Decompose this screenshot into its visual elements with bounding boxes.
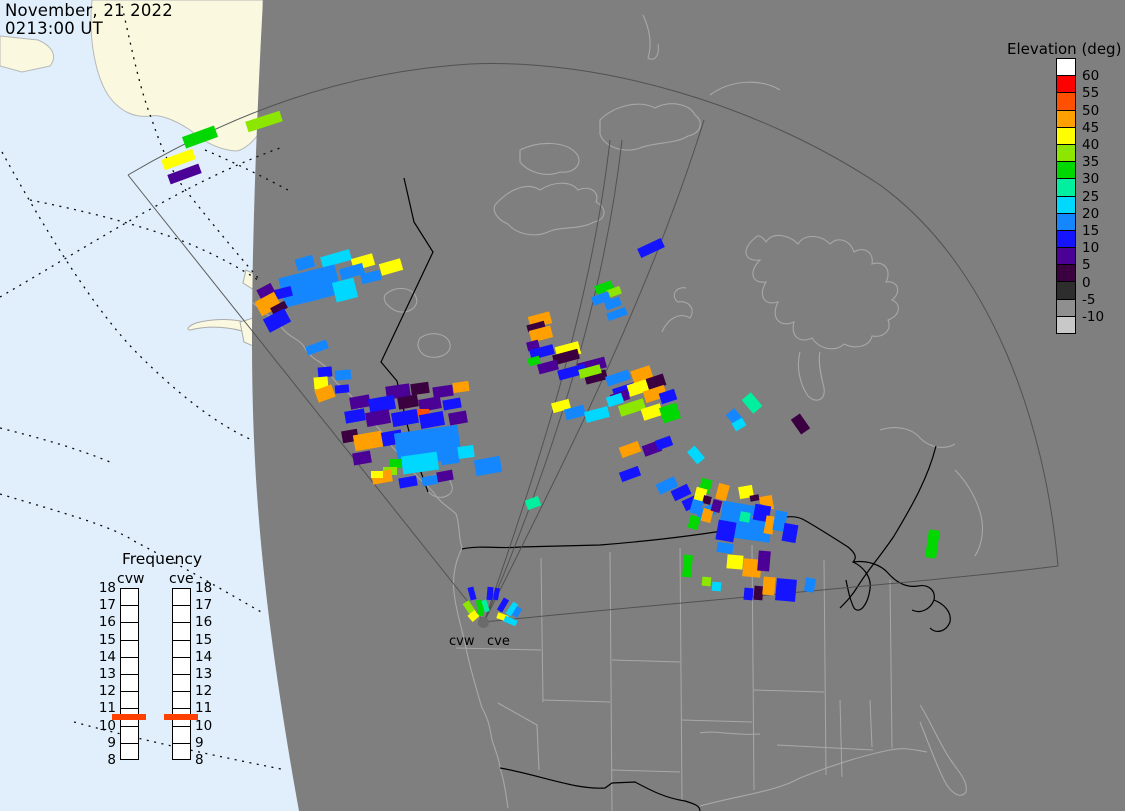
elevation-swatch	[1056, 298, 1076, 317]
elevation-tick-label: -10	[1082, 309, 1105, 325]
frequency-panel-title: Frequency	[121, 550, 203, 568]
elevation-swatch	[1056, 75, 1076, 94]
frequency-scale-cell	[121, 589, 138, 607]
elevation-tick-label: 0	[1082, 274, 1091, 291]
time-text: 0213:00 UT	[5, 19, 103, 38]
elevation-colorbar	[1056, 58, 1076, 334]
date-text: November, 21 2022	[5, 1, 173, 20]
elevation-tick-label: 30	[1082, 171, 1100, 188]
elevation-swatch	[1056, 126, 1076, 145]
frequency-tick-label: 18	[195, 580, 213, 596]
frequency-scale-cell	[173, 589, 190, 607]
elevation-tick-label: 35	[1082, 154, 1100, 171]
frequency-scale-cell	[121, 641, 138, 658]
elevation-swatch	[1056, 212, 1076, 231]
frequency-scale-cell	[173, 727, 190, 744]
frequency-tick-label: 15	[195, 631, 213, 648]
elevation-tick-label: 40	[1082, 137, 1100, 153]
frequency-tick-label: 9	[195, 734, 204, 751]
frequency-tick-label: 14	[195, 648, 213, 665]
radar-site-dot	[478, 617, 489, 628]
frequency-scale-cell	[173, 641, 190, 658]
elevation-tick-label: 20	[1082, 205, 1100, 222]
frequency-scale-cell	[121, 675, 138, 693]
elevation-tick-label: 60	[1082, 68, 1100, 85]
frequency-scale-cell	[121, 709, 138, 727]
elevation-swatch	[1056, 281, 1076, 300]
frequency-tick-label: 16	[98, 614, 116, 631]
elevation-swatch	[1056, 109, 1076, 128]
frequency-scale-cell	[173, 675, 190, 693]
elevation-swatch	[1056, 247, 1076, 266]
elevation-tick-label: -5	[1082, 291, 1096, 308]
elevation-tick-label: 55	[1082, 85, 1100, 102]
frequency-scale-cve	[172, 588, 191, 760]
frequency-tick-label: 9	[107, 734, 116, 751]
frequency-scale-cell	[121, 727, 138, 744]
frequency-scale-cell	[173, 623, 190, 641]
state-borders	[455, 544, 893, 811]
site-label-cvw: cvw	[449, 634, 475, 649]
elevation-swatch	[1056, 229, 1076, 249]
frequency-scale-cell	[173, 692, 190, 710]
elevation-swatch	[1056, 161, 1076, 180]
frequency-tick-label: 8	[195, 752, 204, 768]
frequency-scale-cvw	[120, 588, 139, 760]
frequency-column-label: cvw	[117, 571, 145, 587]
frequency-tick-label: 16	[195, 614, 213, 631]
daylit-land	[0, 0, 264, 351]
frequency-tick-label: 11	[195, 700, 213, 717]
frequency-scale-cell	[173, 606, 190, 624]
frequency-tick-label: 13	[98, 666, 116, 682]
site-label-cve: cve	[487, 634, 510, 649]
frequency-scale-cell	[173, 709, 190, 727]
magnetic-grid-dotted	[0, 5, 289, 771]
frequency-tick-label: 10	[98, 717, 116, 734]
frequency-tick-label: 17	[98, 597, 116, 614]
elevation-tick-label: 25	[1082, 188, 1100, 205]
frequency-marker-cve	[164, 714, 198, 720]
elevation-tick-label: 10	[1082, 240, 1100, 257]
frequency-tick-label: 10	[195, 717, 213, 734]
elevation-swatch	[1056, 92, 1076, 111]
frequency-scale-cell	[121, 658, 138, 675]
frequency-tick-label: 14	[98, 648, 116, 665]
elevation-tick-label: 5	[1082, 257, 1091, 274]
frequency-column-label: cve	[169, 571, 194, 587]
elevation-legend-title: Elevation (deg)	[1007, 40, 1122, 58]
timestamp: November, 21 2022 0213:00 UT	[5, 2, 173, 38]
frequency-tick-label: 8	[107, 752, 116, 768]
frequency-scale-cell	[121, 692, 138, 710]
frequency-tick-label: 18	[98, 580, 116, 596]
frequency-scale-cell	[173, 744, 190, 761]
elevation-tick-label: 50	[1082, 102, 1100, 119]
frequency-tick-label: 11	[98, 700, 116, 717]
frequency-scale-cell	[121, 744, 138, 761]
elevation-swatch	[1056, 195, 1076, 214]
frequency-scale-cell	[121, 623, 138, 641]
elevation-swatch	[1056, 264, 1076, 283]
elevation-tick-label: 45	[1082, 119, 1100, 136]
frequency-tick-label: 13	[195, 666, 213, 682]
frequency-tick-label: 12	[195, 683, 213, 700]
frequency-tick-label: 15	[98, 631, 116, 648]
elevation-swatch	[1056, 58, 1076, 77]
elevation-swatch	[1056, 315, 1076, 334]
frequency-tick-label: 12	[98, 683, 116, 700]
elevation-swatch	[1056, 178, 1076, 197]
frequency-marker-cvw	[112, 714, 146, 720]
frequency-tick-label: 17	[195, 597, 213, 614]
frequency-scale-cell	[121, 606, 138, 624]
elevation-tick-label: 15	[1082, 223, 1100, 239]
frequency-scale-cell	[173, 658, 190, 675]
elevation-swatch	[1056, 143, 1076, 163]
night-shade-region	[252, 0, 1125, 811]
